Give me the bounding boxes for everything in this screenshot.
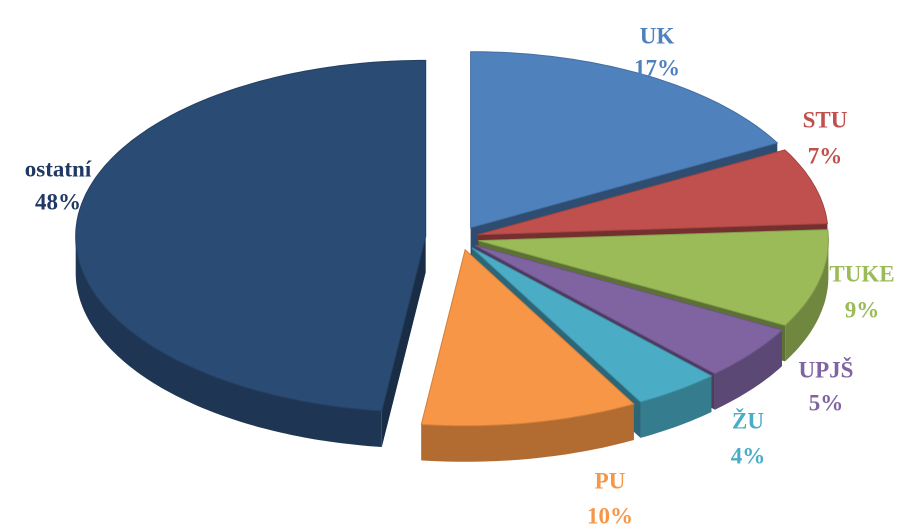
slice-side [714,330,782,410]
slice [470,51,779,229]
value-label: 5% [809,390,844,415]
slice-side [640,376,712,438]
slice-label: PU [595,468,626,493]
slice [75,59,427,412]
value-label: 48% [35,189,81,214]
slice-label: TUKE [829,261,894,286]
slice-side [421,404,634,462]
slice-side [75,236,382,447]
slice-label: STU [803,107,848,132]
slice-label: ŽU [732,407,764,433]
slice-label: UPJŠ [799,356,854,382]
slice [475,244,783,375]
value-label: 17% [634,55,680,80]
slice [471,247,713,403]
value-label: 9% [845,297,880,322]
slice-edge [381,236,426,447]
slice-label: UK [640,23,675,48]
slice [420,248,635,427]
slice [478,229,829,326]
slice-label: ostatní [25,156,92,181]
value-label: 10% [587,503,633,525]
slice-side [785,240,829,362]
slice [477,149,828,236]
value-label: 7% [808,143,843,168]
value-label: 4% [731,443,766,468]
